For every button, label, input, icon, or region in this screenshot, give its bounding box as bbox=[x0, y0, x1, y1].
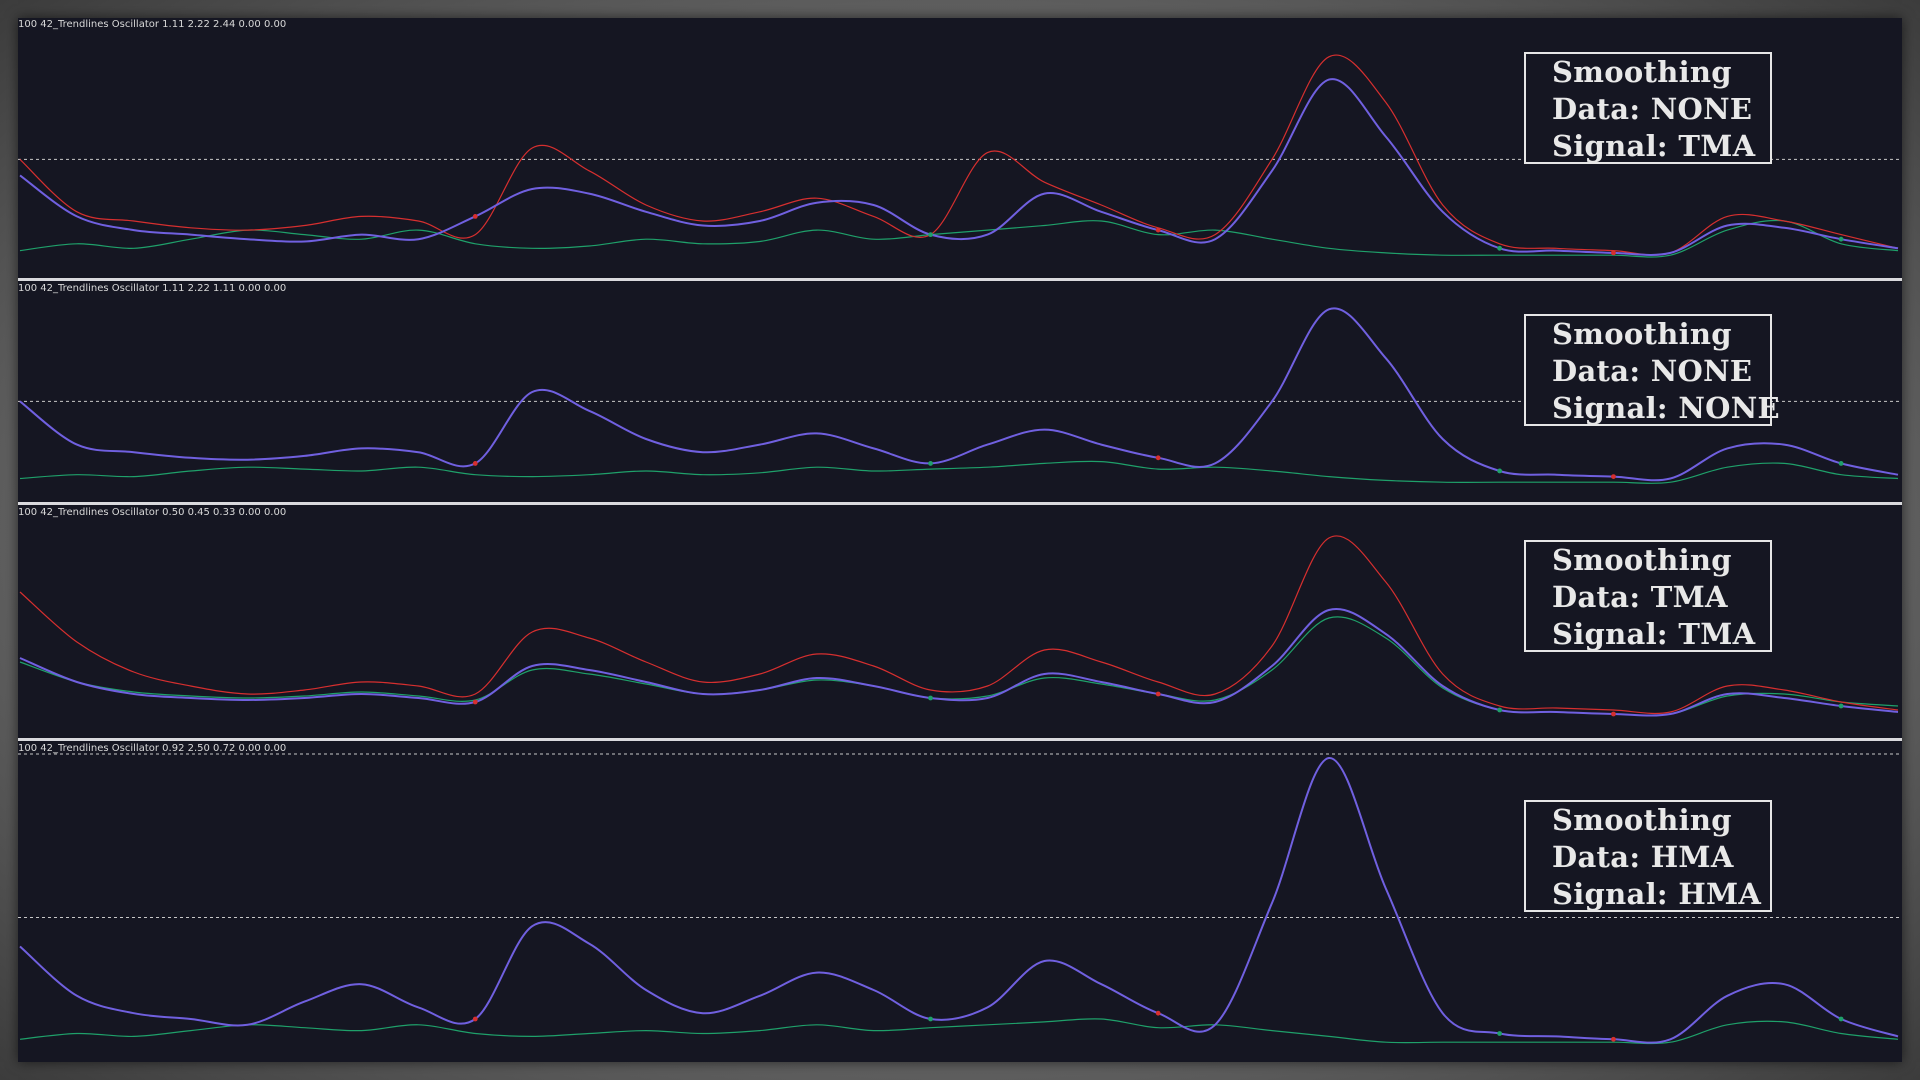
panel-plot bbox=[18, 753, 1902, 1045]
label-line-2: Data: TMA bbox=[1552, 580, 1728, 614]
cross-marker bbox=[472, 461, 478, 466]
label-line-2: Data: NONE bbox=[1552, 354, 1753, 388]
cross-marker bbox=[928, 1016, 933, 1022]
label-line-3: Signal: NONE bbox=[1552, 391, 1780, 425]
panel-header: 100 42_Trendlines Oscillator 1.11 2.22 1… bbox=[18, 283, 287, 294]
chart-window: 100 42_Trendlines Oscillator 1.11 2.22 2… bbox=[18, 18, 1902, 1062]
smoothing-label-box: Smoothing Data: HMA Signal: HMA bbox=[1524, 800, 1772, 912]
panel-header: 100 42_Trendlines Oscillator 1.11 2.22 2… bbox=[18, 19, 287, 30]
panel-separator[interactable] bbox=[18, 278, 1902, 281]
cross-marker bbox=[1611, 250, 1616, 256]
label-line-2: Data: NONE bbox=[1552, 92, 1753, 126]
cross-marker bbox=[1497, 245, 1503, 251]
panel-header: 100 42_Trendlines Oscillator 0.92 2.50 0… bbox=[18, 743, 287, 754]
panel-plot bbox=[19, 535, 1899, 717]
signal-line bbox=[19, 78, 1899, 256]
cross-marker bbox=[1497, 707, 1503, 713]
label-line-1: Smoothing bbox=[1552, 543, 1732, 577]
cross-marker bbox=[1838, 1016, 1844, 1022]
data-line bbox=[19, 54, 1899, 256]
label-line-1: Smoothing bbox=[1552, 317, 1732, 351]
cross-marker bbox=[928, 461, 933, 466]
label-line-3: Signal: TMA bbox=[1552, 617, 1756, 651]
data-line bbox=[19, 535, 1899, 715]
panel-plot bbox=[18, 54, 1902, 258]
cross-marker bbox=[472, 214, 478, 219]
cross-marker bbox=[1838, 236, 1844, 242]
cross-marker bbox=[1611, 711, 1616, 717]
cross-marker bbox=[1155, 1010, 1161, 1016]
cross-marker bbox=[1155, 455, 1161, 461]
cross-marker bbox=[1497, 1031, 1503, 1036]
label-line-1: Smoothing bbox=[1552, 55, 1732, 89]
cross-marker bbox=[1497, 468, 1503, 474]
smoothing-label-box: Smoothing Data: NONE Signal: NONE bbox=[1524, 314, 1780, 426]
base-line bbox=[19, 1018, 1899, 1045]
signal-line bbox=[19, 608, 1899, 717]
panel-plot bbox=[18, 307, 1902, 484]
label-line-3: Signal: HMA bbox=[1552, 877, 1762, 911]
cross-marker bbox=[472, 699, 478, 705]
smoothing-label-box: Smoothing Data: TMA Signal: TMA bbox=[1524, 540, 1772, 652]
label-line-2: Data: HMA bbox=[1552, 840, 1734, 874]
label-line-3: Signal: TMA bbox=[1552, 129, 1756, 163]
cross-marker bbox=[1611, 474, 1616, 479]
cross-marker bbox=[1611, 1036, 1616, 1042]
base-line bbox=[19, 460, 1899, 484]
oscillator-panel-2: 100 42_Trendlines Oscillator 1.11 2.22 1… bbox=[18, 282, 1902, 500]
cross-marker bbox=[1838, 703, 1844, 709]
oscillator-panel-3: 100 42_Trendlines Oscillator 0.50 0.45 0… bbox=[18, 506, 1902, 736]
oscillator-panel-1: 100 42_Trendlines Oscillator 1.11 2.22 2… bbox=[18, 18, 1902, 276]
panel-header: 100 42_Trendlines Oscillator 0.50 0.45 0… bbox=[18, 507, 287, 518]
cross-marker bbox=[1838, 461, 1844, 466]
cross-marker bbox=[1155, 691, 1161, 697]
cross-marker bbox=[928, 695, 933, 701]
label-line-1: Smoothing bbox=[1552, 803, 1732, 837]
signal-line bbox=[19, 307, 1899, 482]
signal-line bbox=[19, 757, 1899, 1044]
smoothing-label-box: Smoothing Data: NONE Signal: TMA bbox=[1524, 52, 1772, 164]
cross-marker bbox=[1155, 227, 1161, 233]
panel-separator[interactable] bbox=[18, 502, 1902, 505]
oscillator-panel-4: 100 42_Trendlines Oscillator 0.92 2.50 0… bbox=[18, 742, 1902, 1062]
cross-marker bbox=[928, 232, 933, 238]
cross-marker bbox=[472, 1016, 478, 1022]
panel-separator[interactable] bbox=[18, 738, 1902, 741]
